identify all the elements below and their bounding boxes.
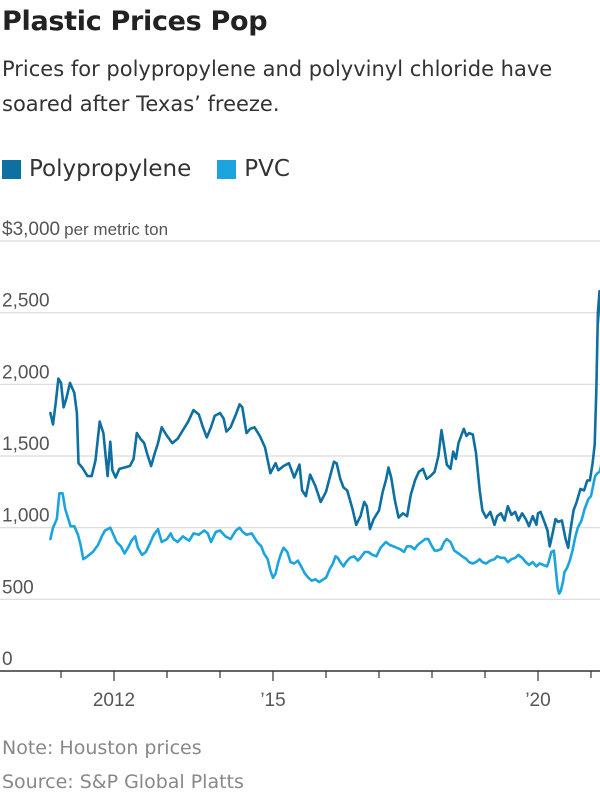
y-tick-label-3000: $3,000 per metric ton bbox=[2, 219, 168, 240]
legend-swatch-pvc bbox=[217, 159, 237, 179]
chart-source: Source: S&P Global Platts bbox=[2, 771, 244, 793]
legend-item-pvc: PVC bbox=[217, 156, 290, 182]
series-line-polypropylene bbox=[49, 289, 600, 549]
x-tick-label-2012: 2012 bbox=[93, 690, 135, 711]
x-tick-label-2020: ’20 bbox=[525, 690, 550, 711]
y-tick-label-2500: 2,500 bbox=[2, 291, 50, 312]
legend-label-pvc: PVC bbox=[244, 156, 290, 182]
y-unit-label: per metric ton bbox=[64, 220, 168, 239]
chart-note: Note: Houston prices bbox=[2, 737, 202, 759]
legend: Polypropylene PVC bbox=[2, 156, 316, 182]
y-tick-label-2000: 2,000 bbox=[2, 362, 50, 383]
y-tick-label-0: 0 bbox=[2, 649, 13, 670]
y-tick-label-1000: 1,000 bbox=[2, 506, 50, 527]
series-line-pvc bbox=[49, 462, 600, 595]
legend-label-polypropylene: Polypropylene bbox=[29, 156, 192, 182]
y-tick-label-1500: 1,500 bbox=[2, 434, 50, 455]
chart-title: Plastic Prices Pop bbox=[2, 6, 268, 37]
legend-swatch-polypropylene bbox=[2, 159, 21, 179]
y-tick-label-500: 500 bbox=[2, 577, 34, 598]
legend-item-polypropylene: Polypropylene bbox=[2, 156, 191, 182]
chart-subtitle: Prices for polypropylene and polyvinyl c… bbox=[2, 57, 553, 116]
x-tick-label-2015: ’15 bbox=[260, 690, 285, 711]
